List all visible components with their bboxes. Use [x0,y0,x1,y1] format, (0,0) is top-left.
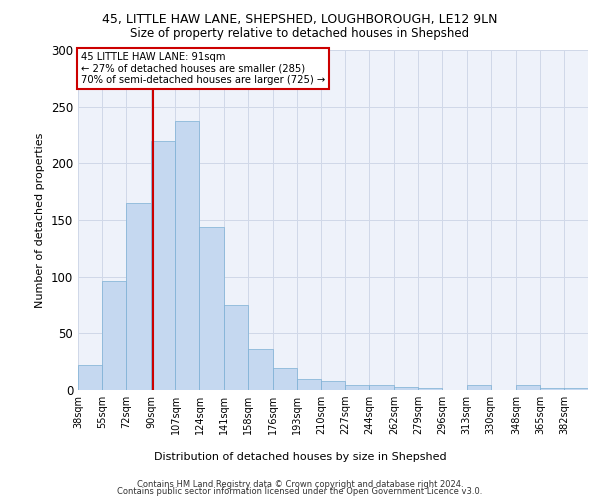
Bar [175,122,199,390]
Bar [297,378,321,390]
Bar [151,140,175,390]
Bar [78,365,102,390]
Bar [418,388,442,390]
Bar [394,386,418,390]
Bar [321,381,345,390]
Bar [126,203,151,390]
Bar [467,386,491,390]
Bar [564,388,588,390]
Text: Distribution of detached houses by size in Shepshed: Distribution of detached houses by size … [154,452,446,462]
Bar [224,305,248,390]
Bar [345,386,369,390]
Text: 45 LITTLE HAW LANE: 91sqm
← 27% of detached houses are smaller (285)
70% of semi: 45 LITTLE HAW LANE: 91sqm ← 27% of detac… [81,52,325,86]
Text: Contains HM Land Registry data © Crown copyright and database right 2024.: Contains HM Land Registry data © Crown c… [137,480,463,489]
Bar [273,368,297,390]
Text: Contains public sector information licensed under the Open Government Licence v3: Contains public sector information licen… [118,487,482,496]
Bar [102,281,126,390]
Bar [248,349,273,390]
Y-axis label: Number of detached properties: Number of detached properties [35,132,46,308]
Bar [540,388,564,390]
Bar [516,386,540,390]
Bar [199,227,224,390]
Text: 45, LITTLE HAW LANE, SHEPSHED, LOUGHBOROUGH, LE12 9LN: 45, LITTLE HAW LANE, SHEPSHED, LOUGHBORO… [102,12,498,26]
Text: Size of property relative to detached houses in Shepshed: Size of property relative to detached ho… [130,28,470,40]
Bar [369,386,394,390]
